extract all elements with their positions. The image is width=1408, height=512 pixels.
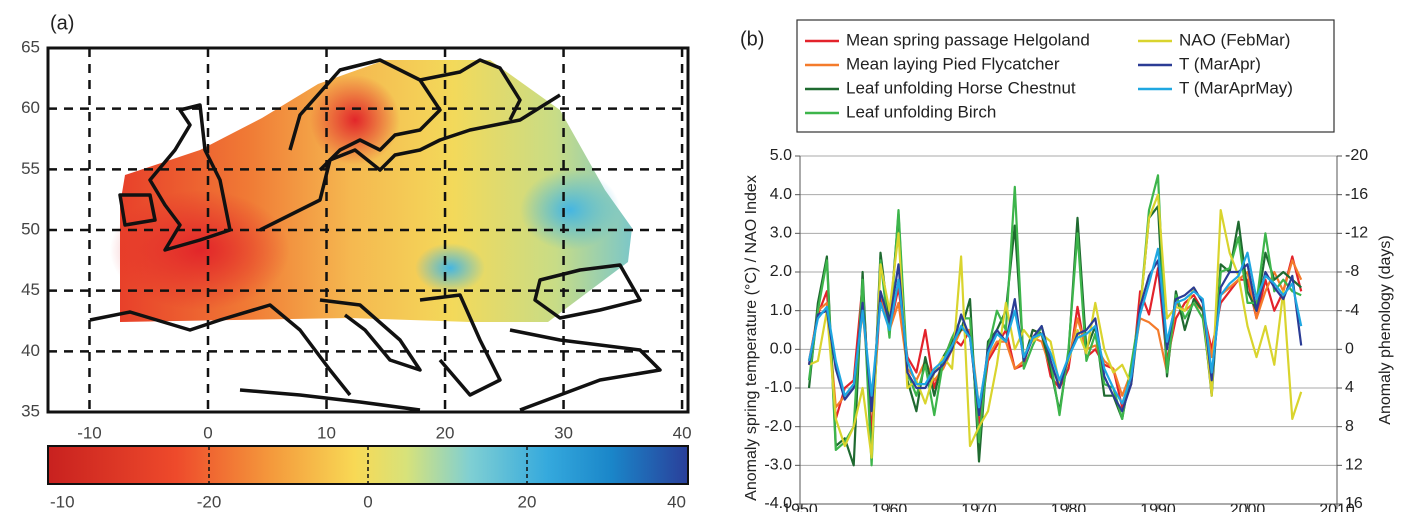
x-tick-label: 1990: [1140, 501, 1176, 512]
colorbar-tick-label: 0: [363, 492, 372, 511]
legend-label: Mean laying Pied Flycatcher: [846, 54, 1060, 73]
map-panel: [46, 46, 690, 485]
legend-label: T (MarApr): [1179, 54, 1261, 73]
legend-label: Mean spring passage Helgoland: [846, 30, 1090, 49]
y2-tick-label: -8: [1345, 263, 1359, 280]
y-tick-label: 45: [21, 280, 40, 299]
y-tick-label: 0.0: [770, 341, 792, 358]
y-tick-label: -2.0: [764, 418, 792, 435]
x-tick-label: 20: [436, 423, 455, 442]
x-tick-label: 30: [554, 423, 573, 442]
warm-region: [110, 190, 290, 310]
panel-label: (a): [50, 12, 74, 34]
y-tick-label: 35: [21, 401, 40, 420]
y-tick-label: -1.0: [764, 379, 792, 396]
x-tick-label: 1970: [961, 501, 997, 512]
panel-label: (b): [740, 28, 764, 50]
y2-tick-label: -4: [1345, 302, 1359, 319]
x-tick-label: -10: [77, 423, 102, 442]
x-tick-label: 40: [673, 423, 692, 442]
colorbar: [47, 445, 689, 485]
series-line: [807, 247, 1303, 409]
y2-tick-label: 0: [1345, 341, 1354, 358]
colorbar-tick-label: -10: [50, 492, 75, 511]
y2-tick-label: -12: [1345, 225, 1368, 242]
y-tick-label: 55: [21, 159, 40, 178]
y-tick-label: 50: [21, 219, 40, 238]
legend-box: [796, 19, 1335, 133]
warm-region: [310, 75, 400, 165]
x-tick-label: 2010: [1319, 501, 1355, 512]
x-tick-label: 2000: [1230, 501, 1266, 512]
y-axis-title: Anomaly spring temperature (°C) / NAO In…: [743, 175, 760, 501]
x-tick-label: 1960: [872, 501, 908, 512]
y-tick-label: 65: [21, 37, 40, 56]
series-line: [807, 174, 1302, 467]
x-tick-label: 10: [317, 423, 336, 442]
colorbar-tick-label: 40: [667, 492, 686, 511]
y-tick-label: 4.0: [770, 186, 792, 203]
y-tick-label: -4.0: [764, 495, 792, 512]
y-tick-label: 3.0: [770, 225, 792, 242]
y-tick-label: 60: [21, 98, 40, 117]
x-tick-label: 0: [203, 423, 212, 442]
map-field: [89, 58, 662, 412]
legend-label: Leaf unfolding Horse Chestnut: [846, 78, 1076, 97]
line-panel: [796, 19, 1335, 133]
x-tick-label: 1980: [1051, 501, 1087, 512]
cool-region: [415, 243, 485, 293]
x-tick-label: 1950: [782, 501, 818, 512]
colorbar-tick-label: 20: [518, 492, 537, 511]
y2-axis-title: Anomaly phenology (days): [1377, 235, 1394, 424]
cool-region: [520, 170, 620, 250]
legend-label: T (MarAprMay): [1179, 78, 1293, 97]
y-tick-label: 2.0: [770, 263, 792, 280]
y-tick-label: 5.0: [770, 147, 792, 164]
y-tick-label: 1.0: [770, 302, 792, 319]
y2-tick-label: 16: [1345, 495, 1363, 512]
y2-tick-label: -16: [1345, 186, 1368, 203]
legend-label: Leaf unfolding Birch: [846, 102, 996, 121]
y2-tick-label: 12: [1345, 457, 1363, 474]
y2-tick-label: 4: [1345, 379, 1354, 396]
y2-tick-label: -20: [1345, 147, 1368, 164]
colorbar-tick-label: -20: [197, 492, 222, 511]
series-line: [808, 193, 1303, 459]
y2-tick-label: 8: [1345, 418, 1354, 435]
y-tick-label: -3.0: [764, 457, 792, 474]
y-tick-label: 40: [21, 341, 40, 360]
legend-label: NAO (FebMar): [1179, 30, 1290, 49]
coastlines: [89, 58, 662, 412]
